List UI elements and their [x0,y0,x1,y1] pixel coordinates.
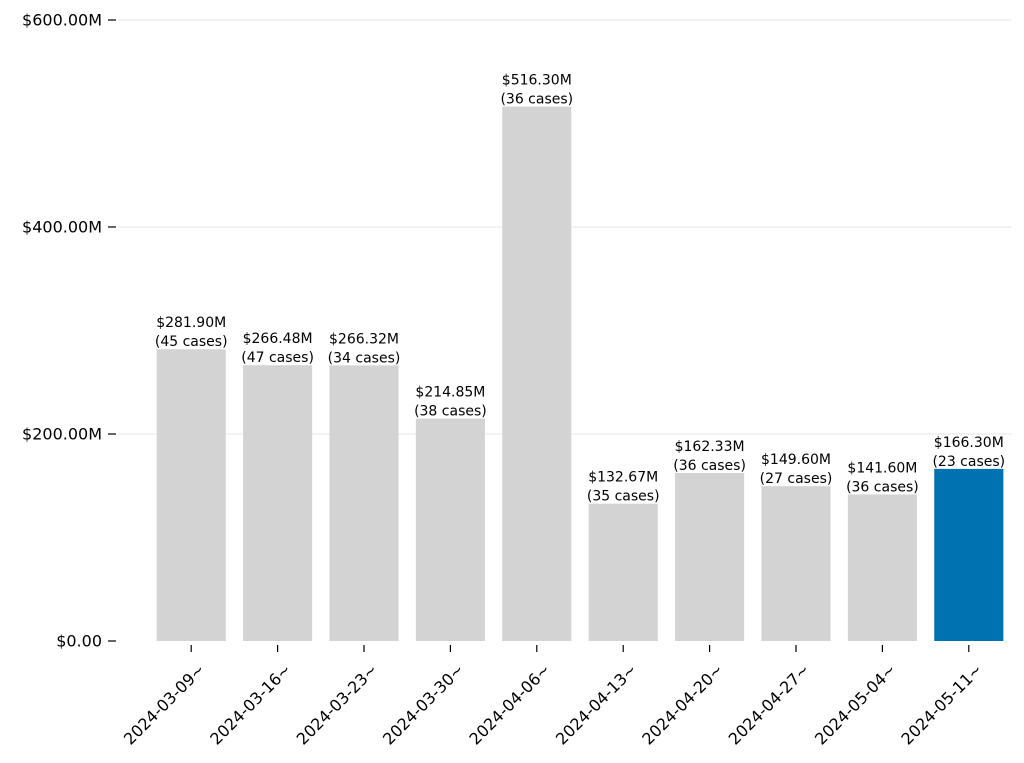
bar-value-label: $149.60M [761,452,831,468]
bar [588,503,658,641]
bar-cases-label: (27 cases) [760,471,833,487]
bar [243,365,313,641]
y-tick-label: $600.00M [22,11,102,30]
x-tick-label: 2024-03-30~ [379,660,468,749]
y-tick-label: $200.00M [22,425,102,444]
x-tick-label: 2024-04-13~ [552,660,641,749]
y-axis: $0.00 $200.00M $400.00M $600.00M [22,11,116,651]
x-tick-label: 2024-04-06~ [465,660,554,749]
bar-cases-label: (23 cases) [932,454,1005,470]
y-tick-label: $400.00M [22,218,102,237]
bar-cases-label: (36 cases) [673,458,746,474]
bar [329,365,399,641]
bar-value-label: $281.90M [156,315,226,331]
bar [761,486,831,641]
bar-value-label: $516.30M [502,73,572,89]
bar-value-label: $214.85M [415,385,485,401]
bar-cases-label: (47 cases) [241,350,314,366]
bar-cases-label: (38 cases) [414,404,487,420]
bar [502,106,572,641]
bar-cases-label: (35 cases) [587,489,660,505]
x-tick-label: 2024-03-16~ [206,660,295,749]
bar [934,468,1004,641]
bar-cases-label: (34 cases) [328,350,401,366]
y-tick-label: $0.00 [56,632,102,651]
bar-value-label: $166.30M [934,435,1004,451]
x-axis: 2024-03-09~2024-03-16~2024-03-23~2024-03… [120,645,986,749]
x-tick-label: 2024-03-23~ [293,660,382,749]
bar-value-label: $132.67M [588,470,658,486]
bar-value-label: $162.33M [675,439,745,455]
bar-value-label: $266.48M [243,331,313,347]
x-tick-label: 2024-04-20~ [638,660,727,749]
bar-cases-label: (45 cases) [155,334,228,350]
bars [156,106,1004,641]
bar [415,418,485,641]
bar [675,472,745,641]
x-tick-label: 2024-04-27~ [725,660,814,749]
bar-value-label: $266.32M [329,331,399,347]
bar-value-label: $141.60M [847,460,917,476]
bar-cases-label: (36 cases) [500,92,573,108]
x-tick-label: 2024-03-09~ [120,660,209,749]
x-tick-label: 2024-05-11~ [897,660,986,749]
bar-labels: $281.90M (45 cases) $266.48M (47 cases) $266… [155,73,1005,505]
x-tick-label: 2024-05-04~ [811,660,900,749]
bar [156,349,226,641]
bar [847,494,917,641]
bar-cases-label: (36 cases) [846,479,919,495]
